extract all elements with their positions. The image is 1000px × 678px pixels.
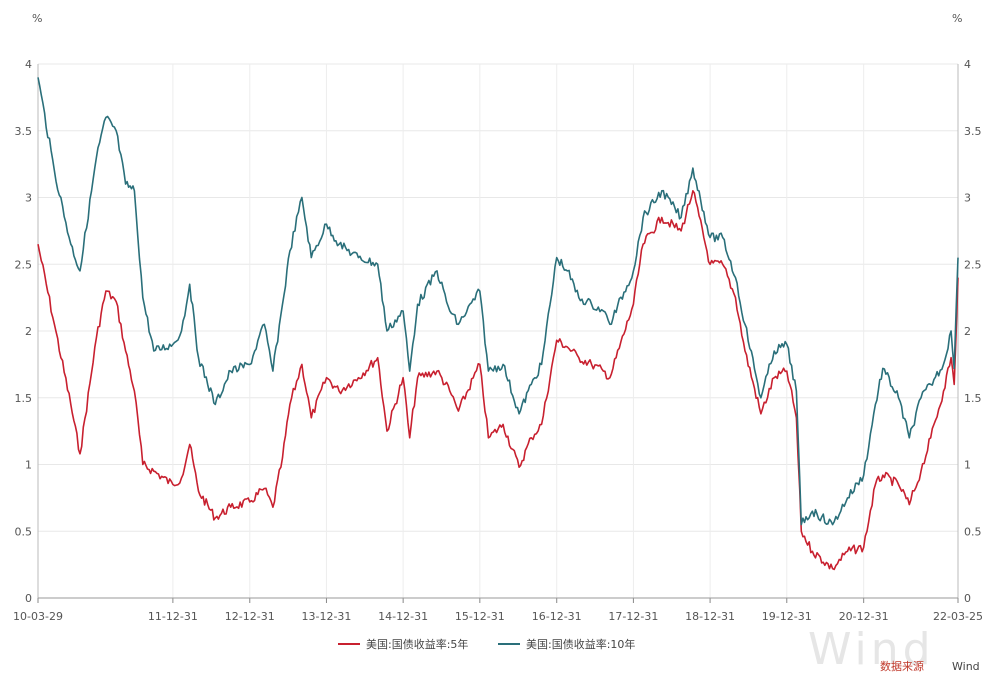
source-label: 数据来源 <box>880 659 924 673</box>
y-tick-left: 4 <box>25 58 32 71</box>
x-tick-label: 22-03-25 <box>933 610 983 623</box>
x-tick-label: 11-12-31 <box>148 610 198 623</box>
y-tick-left: 0 <box>25 592 32 605</box>
y-tick-left: 3.5 <box>15 125 33 138</box>
y-tick-right: 2.5 <box>964 258 982 271</box>
legend: 美国:国债收益率:5年 美国:国债收益率:10年 <box>338 637 635 651</box>
series-line-5y <box>37 190 959 571</box>
y-tick-right: 3.5 <box>964 125 982 138</box>
y-tick-right: 0.5 <box>964 525 982 538</box>
y-tick-right: 0 <box>964 592 971 605</box>
x-tick-label: 12-12-31 <box>225 610 275 623</box>
y-unit-right: % <box>952 12 962 25</box>
y-tick-left: 1.5 <box>15 392 33 405</box>
x-tick-label: 19-12-31 <box>762 610 812 623</box>
x-tick-label: 10-03-29 <box>13 610 63 623</box>
y-tick-left: 2 <box>25 325 32 338</box>
x-tick-label: 14-12-31 <box>378 610 428 623</box>
y-tick-left: 2.5 <box>15 258 33 271</box>
y-tick-left: 1 <box>25 459 32 472</box>
x-tick-label: 20-12-31 <box>839 610 889 623</box>
series-layer <box>37 77 959 571</box>
x-tick-label: 15-12-31 <box>455 610 505 623</box>
legend-label: 美国:国债收益率:5年 <box>366 637 468 651</box>
y-tick-right: 1 <box>964 459 971 472</box>
x-tick-label: 16-12-31 <box>532 610 582 623</box>
source-wind: Wind <box>952 660 980 673</box>
grid-lines <box>37 63 959 599</box>
y-tick-right: 3 <box>964 192 971 205</box>
x-tick-label: 18-12-31 <box>685 610 735 623</box>
y-tick-right: 4 <box>964 58 971 71</box>
x-tick-label: 13-12-31 <box>301 610 351 623</box>
y-tick-left: 0.5 <box>15 525 33 538</box>
y-axis-right: 0 0.5 1 1.5 2 2.5 3 3.5 4 <box>957 58 982 605</box>
y-axis-left: 0 0.5 1 1.5 2 2.5 3 3.5 4 <box>15 58 39 605</box>
y-tick-right: 2 <box>964 325 971 338</box>
watermark-wind: Wind <box>808 624 935 675</box>
x-axis: 10-03-29 11-12-31 12-12-31 13-12-31 14-12-31… <box>13 597 983 623</box>
y-unit-left: % <box>32 12 42 25</box>
x-tick-label: 17-12-31 <box>608 610 658 623</box>
legend-label: 美国:国债收益率:10年 <box>526 637 635 651</box>
y-tick-left: 3 <box>25 192 32 205</box>
series-line-10y <box>37 77 959 526</box>
y-tick-right: 1.5 <box>964 392 982 405</box>
